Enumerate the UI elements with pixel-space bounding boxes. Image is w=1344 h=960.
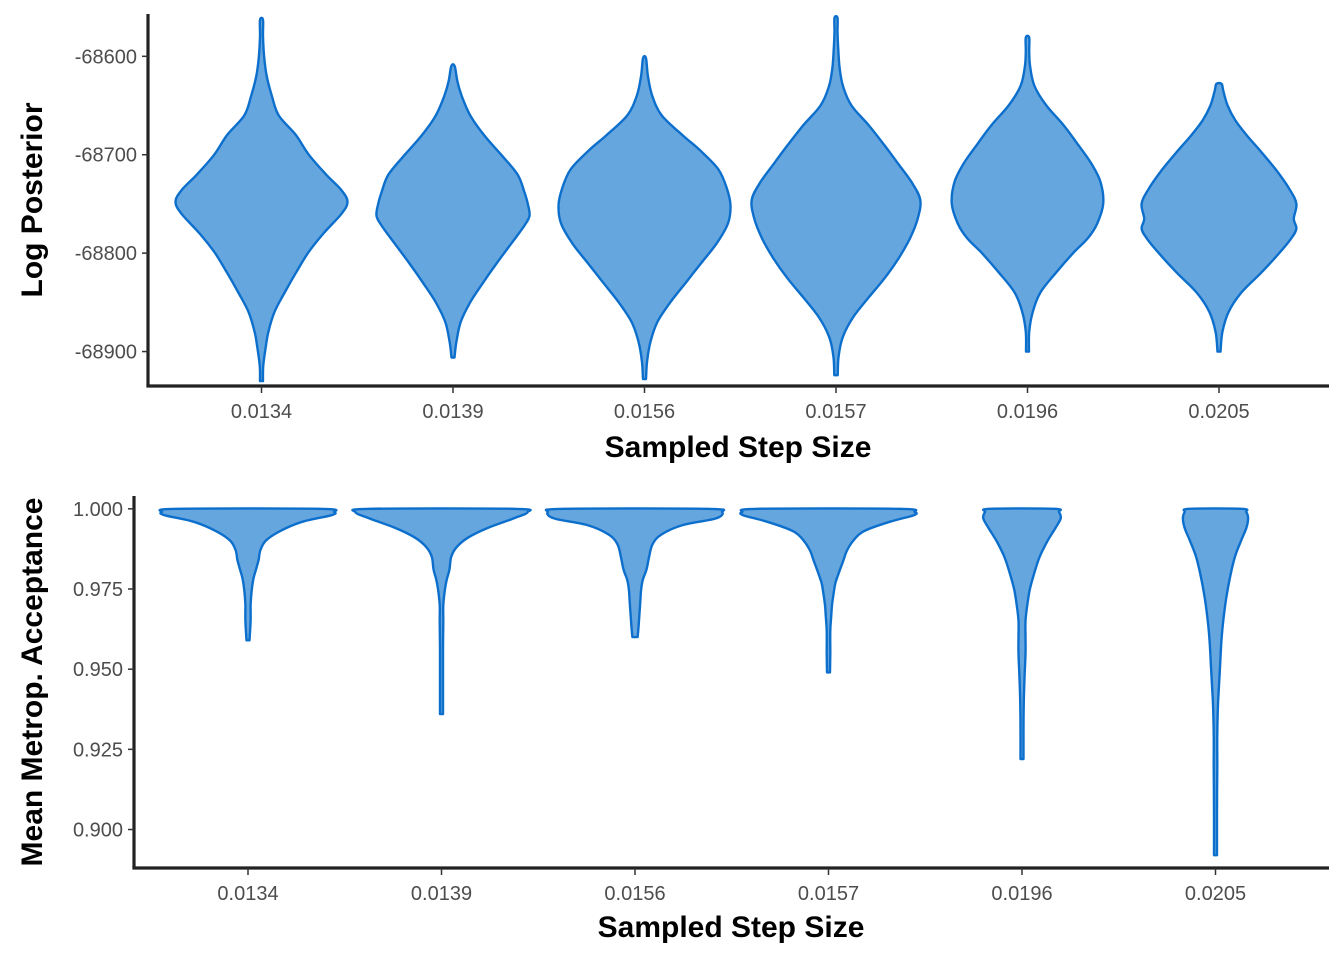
y-tick-label: 1.000 [73, 499, 123, 521]
x-tick-label: 0.0134 [217, 883, 278, 905]
y-ticks: 0.900 0.925 0.950 0.975 1.000 [73, 499, 134, 842]
violin-0.0157 [739, 507, 918, 674]
y-tick-label: -68700 [75, 145, 137, 167]
y-tick-label: -68800 [75, 243, 137, 265]
x-tick-label: 0.0196 [991, 883, 1052, 905]
y-tick-label: -68600 [75, 46, 137, 68]
violins-log-posterior [174, 15, 1298, 383]
x-tick-label: 0.0196 [997, 401, 1058, 423]
violin-0.0196 [950, 34, 1105, 353]
violin-0.0205 [1140, 81, 1298, 353]
y-axis-title: Mean Metrop. Acceptance [16, 498, 49, 867]
x-tick-label: 0.0134 [231, 401, 292, 423]
x-axis-title: Sampled Step Size [598, 911, 865, 944]
y-tick-label: -68900 [75, 342, 137, 364]
x-ticks: 0.0134 0.0139 0.0156 0.0157 0.0196 0.0205 [231, 386, 1250, 423]
x-tick-label: 0.0205 [1188, 401, 1249, 423]
violin-0.0196 [981, 507, 1063, 761]
x-tick-label: 0.0205 [1185, 883, 1246, 905]
x-tick-label: 0.0157 [798, 883, 859, 905]
violin-0.0156 [557, 54, 732, 381]
x-tick-label: 0.0139 [422, 401, 483, 423]
violins-acceptance [158, 507, 1250, 857]
violin-0.0205 [1181, 507, 1250, 857]
violin-0.0134 [174, 16, 349, 383]
violin-0.0139 [351, 507, 532, 716]
y-tick-label: 0.900 [73, 820, 123, 842]
x-axis-title: Sampled Step Size [605, 431, 872, 464]
x-tick-label: 0.0156 [614, 401, 675, 423]
x-tick-label: 0.0139 [411, 883, 472, 905]
violin-0.0139 [375, 63, 531, 359]
log-posterior-panel: -68900-68800-68700-68600 0.0134 0.0139 0.0… [16, 14, 1329, 464]
violin-0.0157 [750, 15, 922, 377]
violin-0.0156 [544, 507, 726, 639]
y-ticks: -68900 -68800 -68700 -68600 [75, 46, 148, 364]
y-tick-label: 0.925 [73, 739, 123, 761]
x-tick-label: 0.0156 [604, 883, 665, 905]
y-tick-label: 0.950 [73, 659, 123, 681]
y-axis-title: Log Posterior [16, 102, 49, 297]
x-tick-label: 0.0157 [805, 401, 866, 423]
y-tick-label: 0.975 [73, 579, 123, 601]
violin-0.0134 [158, 507, 338, 642]
x-ticks: 0.0134 0.0139 0.0156 0.0157 0.0196 0.0205 [217, 868, 1246, 905]
